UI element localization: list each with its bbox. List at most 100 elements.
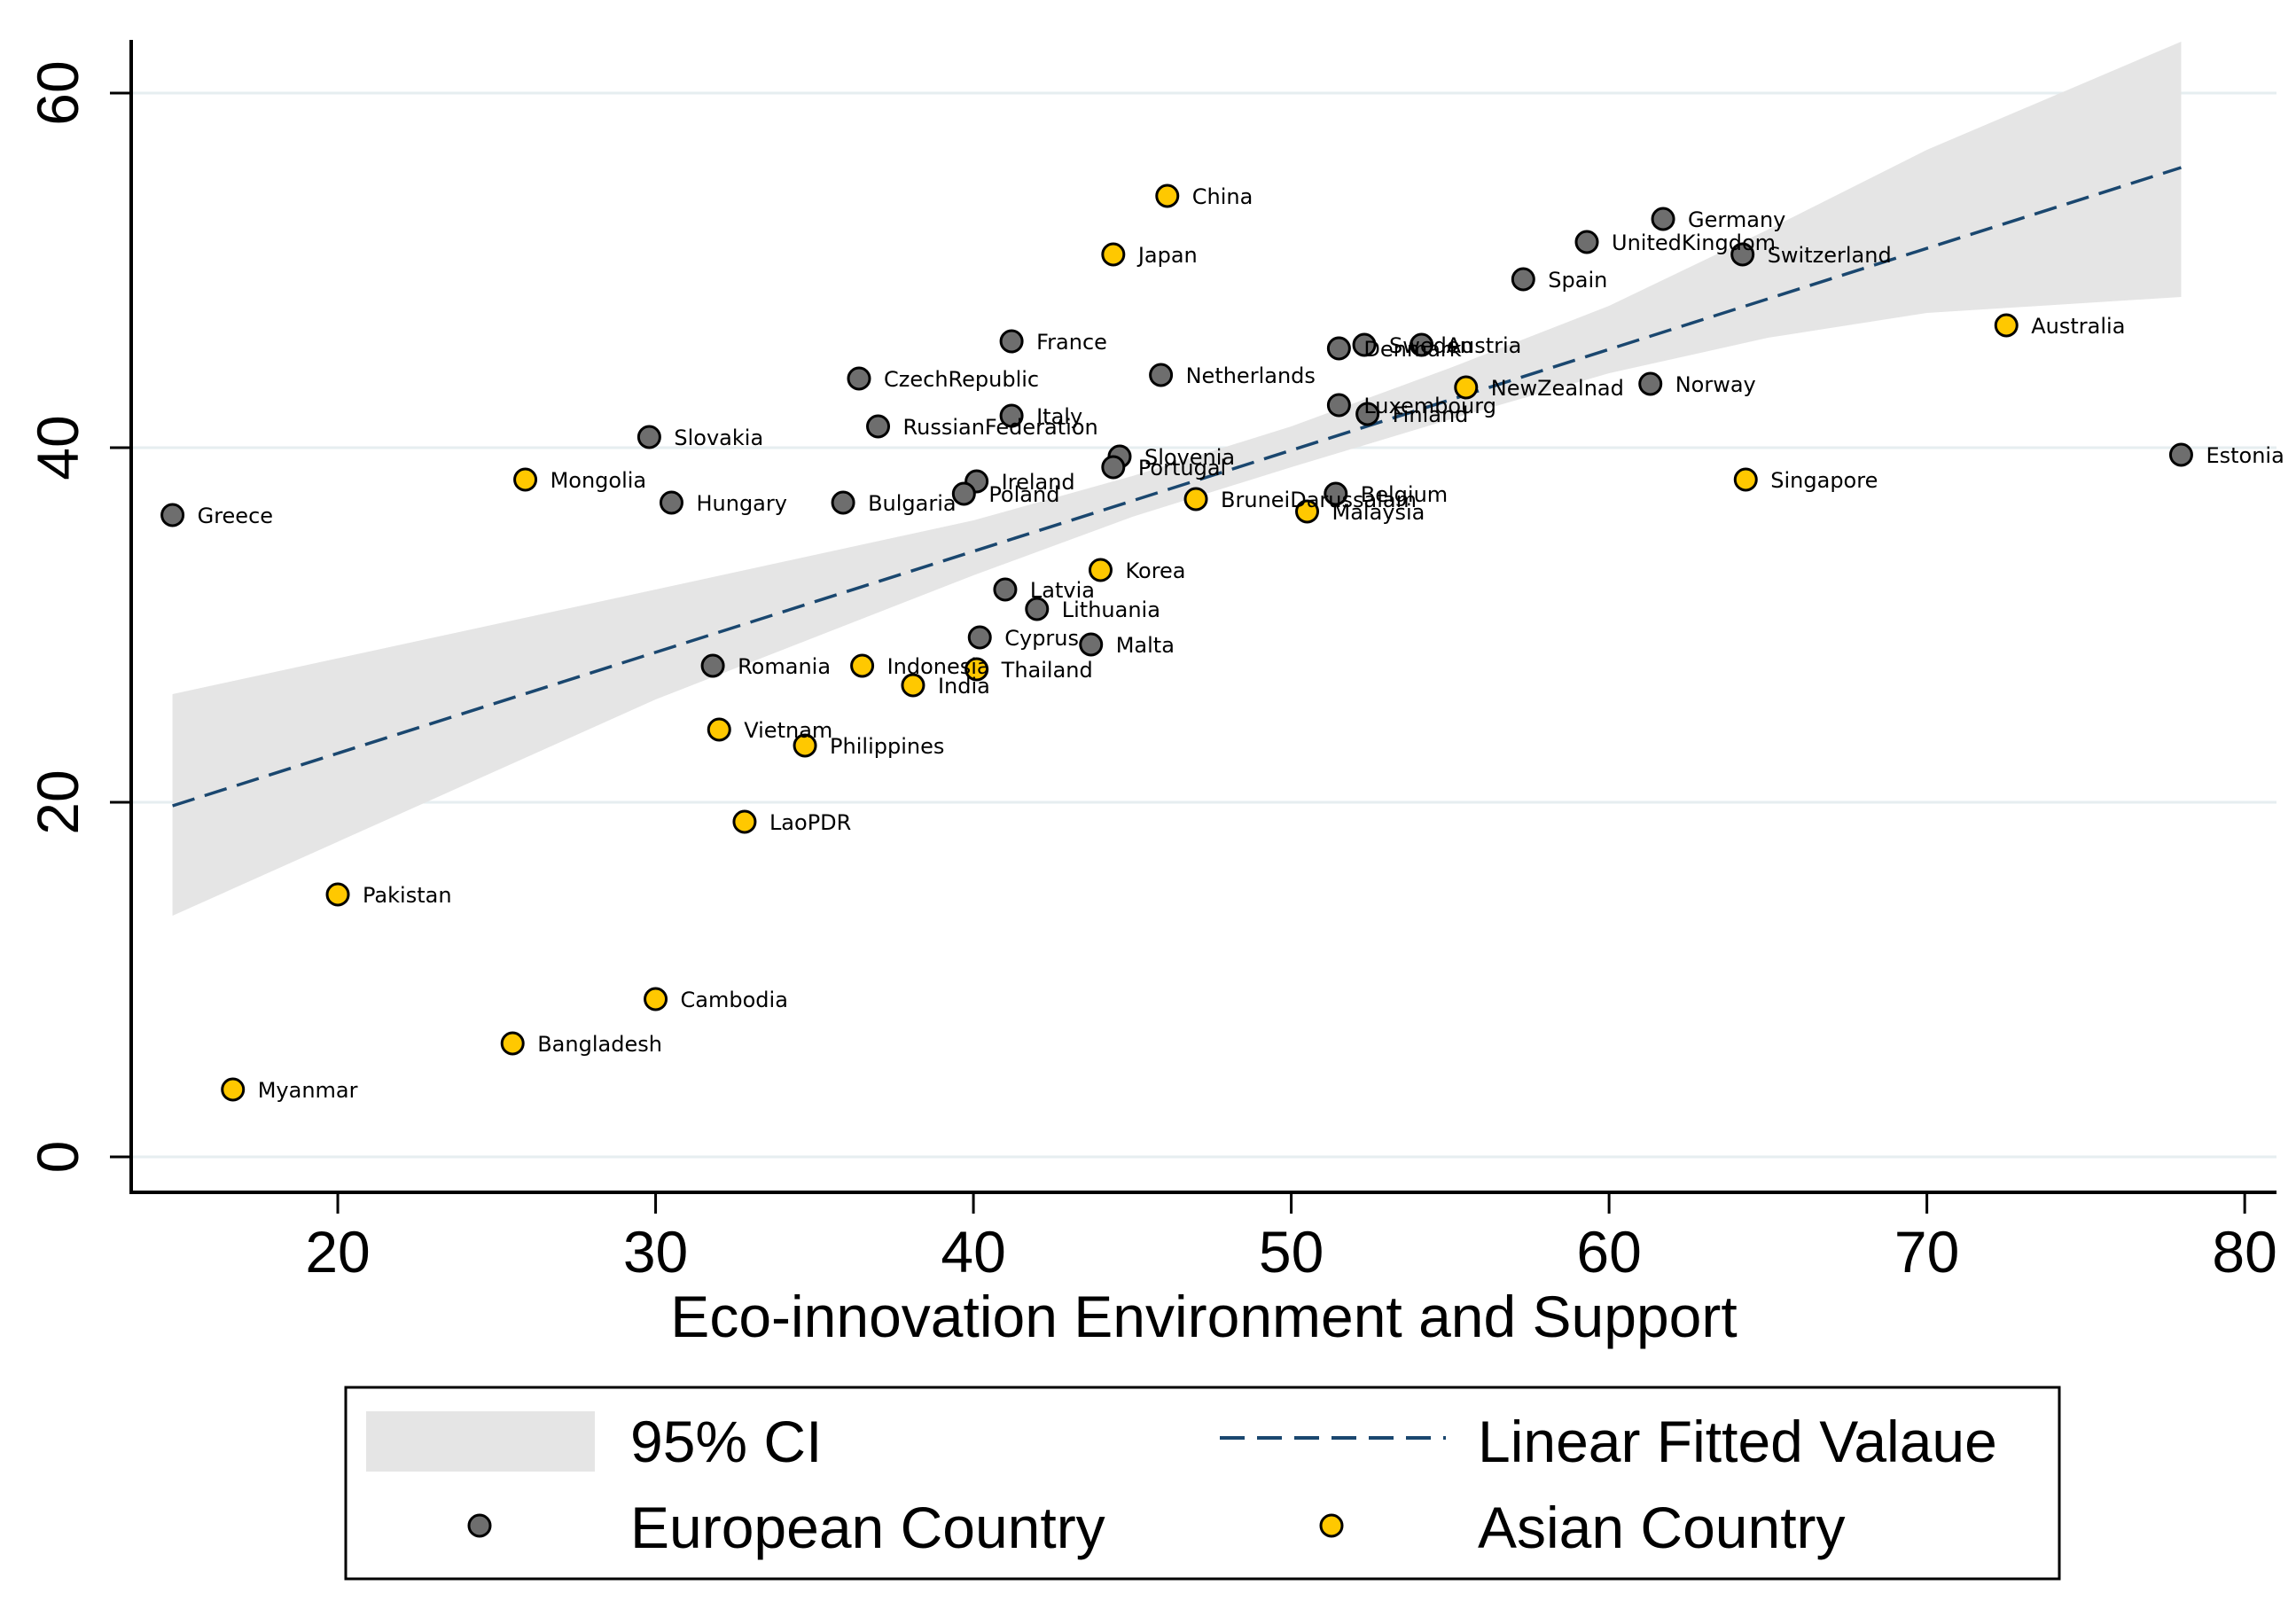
legend: 95% CI Linear Fitted Valaue European Cou… [344,1386,2061,1581]
point-label-france: France [1036,330,1107,355]
y-tick-label-40: 40 [25,415,90,480]
point-label-cambodia: Cambodia [681,988,788,1012]
point-label-netherlands: Netherlands [1186,363,1316,388]
point-luxembourg [1326,393,1351,418]
data-points [160,184,2193,1102]
point-label-portugal: Portugal [1138,456,1226,480]
point-label-japan: Japan [1136,243,1198,268]
ci-band [172,42,2182,916]
point-label-czechrepublic: CzechRepublic [884,367,1039,392]
point-label-luxembourg: Luxembourg [1363,394,1496,418]
point-label-pakistan: Pakistan [363,883,452,908]
point-switzerland [1730,242,1755,267]
point-label-bruneidarussalam: BruneiDarussalam [1221,488,1417,512]
legend-european-label: European Country [630,1495,1105,1560]
fitted-line [172,166,2182,808]
point-slovakia [636,425,661,449]
point-austria [1410,332,1434,357]
point-label-vietnam: Vietnam [744,718,832,743]
point-newzealnad [1454,375,1479,400]
point-bulgaria [831,490,855,515]
y-tick-label-20: 20 [25,769,90,834]
point-label-unitedkingdom: UnitedKingdom [1612,230,1776,255]
point-finland [1355,402,1380,426]
fit-line [172,166,2182,808]
point-label-china: China [1192,184,1253,209]
point-india [901,673,925,698]
x-tick-label-40: 40 [941,1219,1005,1285]
point-unitedkingdom [1574,230,1599,254]
point-estonia [2168,442,2193,467]
point-philippines [793,733,817,758]
point-pakistan [325,882,350,907]
legend-european-marker [467,1513,492,1538]
point-myanmar [221,1077,246,1102]
point-italy [999,403,1024,428]
point-belgium [1324,481,1348,506]
point-malaysia [1295,499,1320,524]
point-label-australia: Australia [2031,314,2125,339]
point-label-latvia: Latvia [1030,578,1095,603]
point-vietnam [707,717,731,742]
point-spain [1511,267,1535,292]
point-australia [1994,313,2019,338]
x-tick-label-20: 20 [305,1219,370,1285]
confidence-band [172,42,2182,916]
point-label-malaysia: Malaysia [1332,500,1425,525]
point-label-belgium: Belgium [1361,482,1448,507]
point-label-poland: Poland [988,482,1059,507]
y-tick-label-0: 0 [25,1141,90,1174]
point-thailand [964,657,989,682]
legend-fit-label: Linear Fitted Valaue [1478,1409,1997,1474]
point-label-ireland: Ireland [1002,470,1075,495]
point-hungary [659,490,683,515]
point-label-slovenia: Slovenia [1144,445,1235,470]
point-label-myanmar: Myanmar [258,1078,358,1103]
legend-frame [344,1386,2061,1581]
point-czechrepublic [847,366,871,391]
point-germany [1651,207,1675,231]
point-label-singapore: Singapore [1770,468,1878,493]
legend-ci-label: 95% CI [630,1409,822,1474]
gridlines [131,91,2276,1159]
point-label-italy: Italy [1036,404,1082,429]
point-china [1155,184,1180,208]
point-mongolia [513,467,538,492]
point-lithuania [1025,597,1050,621]
point-portugal [1101,455,1126,480]
point-cyprus [967,625,992,650]
x-axis-title: Eco-innovation Environment and Support [670,1284,1737,1349]
point-label-malta: Malta [1116,633,1175,658]
point-poland [951,481,976,506]
point-label-korea: Korea [1125,558,1185,583]
point-label-bangladesh: Bangladesh [537,1032,662,1057]
point-netherlands [1149,363,1174,387]
legend-asian-label: Asian Country [1478,1495,1846,1560]
point-singapore [1733,467,1758,492]
legend-asian-marker [1319,1513,1344,1538]
point-latvia [993,577,1018,602]
point-label-lithuania: Lithuania [1062,597,1160,622]
point-label-mongolia: Mongolia [551,468,647,493]
point-label-india: India [938,674,990,699]
x-tick-label-80: 80 [2212,1219,2276,1285]
point-label-germany: Germany [1688,207,1785,232]
point-labels: Greece Slovakia Hungary Romania CzechRepubli… [198,184,2284,1103]
point-label-philippines: Philippines [830,734,944,759]
point-label-hungary: Hungary [696,491,786,516]
point-label-newzealnad: NewZealnad [1491,376,1624,401]
x-tick-label-50: 50 [1259,1219,1324,1285]
point-label-romania: Romania [738,654,831,679]
point-norway [1638,371,1663,396]
point-label-estonia: Estonia [2206,443,2284,468]
legend-ci-swatch [366,1411,595,1472]
x-tick-label-30: 30 [623,1219,688,1285]
point-label-denmark: Denmark [1363,337,1461,362]
y-tick-label-60: 60 [25,60,90,125]
point-russianfederation [866,414,891,439]
point-label-cyprus: Cyprus [1004,626,1079,651]
point-bruneidarussalam [1183,487,1208,512]
point-sweden [1352,332,1377,357]
point-label-finland: Finland [1393,402,1469,427]
